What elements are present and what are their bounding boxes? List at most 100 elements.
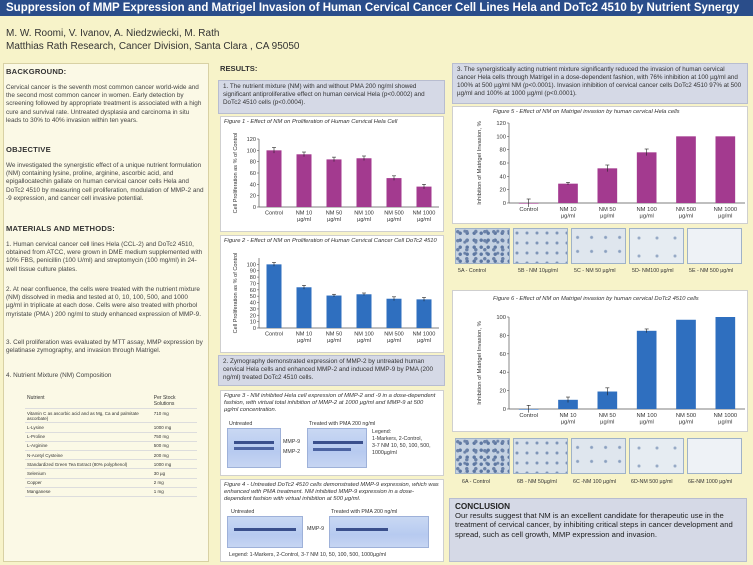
- figure-5-chart: 0 20 40 60 80 100 120 Inhibition of Matrigel In…: [477, 121, 745, 220]
- figure-5-title: Figure 5 - Effect of NM on Matrigel inva…: [493, 109, 680, 115]
- x-tick-label: NM 1000 µg/ml: [714, 413, 738, 426]
- figure-4-mmp9-label: MMP-9: [307, 526, 325, 532]
- table-row: Vitamin C as ascorbic acid and as Mg, Ca…: [25, 408, 197, 424]
- bar: [416, 299, 432, 328]
- y-tick-label: 100: [496, 315, 506, 321]
- nutrient-amount-cell: 710 mg: [151, 408, 197, 424]
- bar: [597, 391, 618, 409]
- background-heading: BACKGROUND:: [6, 67, 67, 76]
- bar: [558, 399, 578, 409]
- gel-bands: [336, 528, 388, 531]
- nutrient-table-body: Vitamin C as ascorbic acid and as Mg, Ca…: [25, 408, 197, 497]
- figure-6-chart: 0 20 40 60 80 100 Inhibition of Matrigel Invas…: [477, 315, 745, 426]
- x-tick-label-line: µg/ml: [357, 217, 371, 223]
- figure-4-untreated-label: Untreated: [231, 509, 255, 515]
- table-row: Selenium 30 µg: [25, 468, 197, 479]
- bar: [715, 136, 736, 203]
- bar: [386, 298, 402, 328]
- gel-bands: [234, 528, 296, 531]
- background-text: Cervical cancer is the seventh most comm…: [6, 84, 202, 124]
- x-tick-label: NM 500 µg/ml: [384, 211, 404, 224]
- figure-6b-micrograph: [513, 438, 568, 474]
- gel-bands: [313, 441, 363, 451]
- figure-4-gel-treated: [329, 516, 429, 548]
- nutrient-amount-cell: 200 mg: [151, 450, 197, 461]
- nutrient-name-cell: Vitamin C as ascorbic acid and as Mg, Ca…: [25, 408, 152, 424]
- nutrient-amount-cell: 750 mg: [151, 432, 197, 442]
- x-tick-label: Control: [265, 211, 283, 217]
- nutrient-name-cell: Manganese: [25, 487, 152, 497]
- bar: [416, 186, 432, 207]
- bar: [326, 159, 342, 207]
- y-tick-label: 80: [250, 275, 256, 281]
- x-tick-label-line: µg/ml: [387, 217, 401, 223]
- table-header-row: Nutrient Per Stock Solutions: [25, 393, 197, 410]
- x-tick-label: NM 10 µg/ml: [559, 413, 576, 426]
- x-tick-label-line: NM 100: [354, 332, 374, 338]
- y-tick-label: 30: [250, 307, 256, 313]
- x-tick-label-line: µg/ml: [357, 338, 371, 344]
- x-tick-label-line: µg/ml: [561, 420, 575, 426]
- figure-3-untreated-label: Untreated: [229, 421, 253, 427]
- figure-6c-micrograph: [571, 438, 626, 474]
- x-tick-label-line: µg/ml: [600, 420, 614, 426]
- objective-text: We investigated the synergistic effect o…: [6, 162, 204, 202]
- table-row: L-Lysine 1000 mg: [25, 422, 197, 433]
- nutrient-name-cell: N-Acetyl Cysteine: [25, 450, 152, 461]
- figure-6-title: Figure 6 - Effect of NM on Matrigel inva…: [493, 296, 699, 302]
- x-tick-label: NM 50 µg/ml: [599, 413, 616, 426]
- y-tick-label: 100: [496, 134, 506, 140]
- y-tick-label: 20: [500, 188, 506, 194]
- table-header-amount: Per Stock Solutions: [151, 393, 197, 410]
- y-tick-label: 60: [500, 352, 506, 358]
- nutrient-amount-cell: 2 mg: [151, 478, 197, 488]
- x-tick-label-line: NM 10: [296, 211, 312, 217]
- result-note-3: 3. The synergistically acting nutrient m…: [452, 63, 748, 104]
- bar: [296, 154, 312, 207]
- bar: [636, 330, 657, 409]
- figure-4: Figure 4 - Untreated DoTc2 4510 cells de…: [220, 479, 444, 562]
- x-tick-label-line: Control: [265, 332, 283, 338]
- y-axis-title: Cell Proliferation as % of Control: [233, 253, 239, 334]
- y-tick-label: 70: [250, 281, 256, 287]
- figure-4-title: Figure 4 - Untreated DoTc2 4510 cells de…: [224, 482, 439, 502]
- y-tick-label: 60: [500, 161, 506, 167]
- x-tick-label-line: Control: [519, 207, 538, 213]
- x-tick-label-line: µg/ml: [679, 214, 693, 220]
- x-tick-label: NM 10 µg/ml: [296, 211, 312, 224]
- figure-5e-micrograph: [687, 228, 742, 264]
- x-tick-label-line: NM 50: [599, 207, 616, 213]
- bar: [558, 183, 578, 203]
- x-tick-label: NM 1000 µg/ml: [413, 332, 436, 345]
- y-tick-label: 20: [500, 389, 506, 395]
- x-tick-label-line: µg/ml: [640, 420, 654, 426]
- y-tick-label: 60: [250, 171, 256, 177]
- y-tick-label: 0: [253, 326, 256, 332]
- x-tick-label-line: µg/ml: [600, 214, 614, 220]
- y-tick-label: 120: [496, 121, 506, 127]
- nutrient-name-cell: L-Lysine: [25, 422, 152, 433]
- figure-1-title: Figure 1 - Effect of NM on Proliferation…: [224, 119, 398, 125]
- method-item-4: 4. Nutrient Mixture (NM) Composition: [6, 372, 112, 379]
- x-tick-label: Control: [519, 413, 538, 419]
- x-tick-label-line: NM 100: [637, 413, 657, 419]
- figure-4-gel-untreated: [227, 516, 303, 548]
- x-tick-label-line: µg/ml: [297, 338, 311, 344]
- x-tick-label-line: NM 100: [354, 211, 374, 217]
- nutrient-name-cell: L-Arginine: [25, 441, 152, 451]
- figure-6: Figure 6 - Effect of NM on Matrigel inva…: [452, 290, 748, 432]
- method-item-1: 1. Human cervical cancer cell lines Hela…: [6, 241, 203, 273]
- nutrient-amount-cell: 30 µg: [151, 468, 197, 479]
- figure-5c-label: 5C - NM 50 µg/ml: [574, 268, 616, 274]
- bar: [715, 317, 736, 409]
- bar: [326, 295, 342, 328]
- figure-6c-label: 6C -NM 100 µg/ml: [573, 479, 617, 485]
- figure-3-gel-untreated: [227, 428, 281, 468]
- figure-1-chart: 0 20 40 60 80 100 120 Cell Proliferation as % o…: [233, 133, 439, 224]
- figure-5b-label: 5B - NM 10µg/ml: [518, 268, 558, 274]
- table-row: L-Proline 750 mg: [25, 432, 197, 442]
- y-tick-label: 120: [247, 137, 256, 143]
- figure-4-treated-label: Treated with PMA 200 ng/ml: [331, 509, 398, 515]
- figure-5b-micrograph: [513, 228, 568, 264]
- figure-5: Figure 5 - Effect of NM on Matrigel inva…: [452, 106, 748, 224]
